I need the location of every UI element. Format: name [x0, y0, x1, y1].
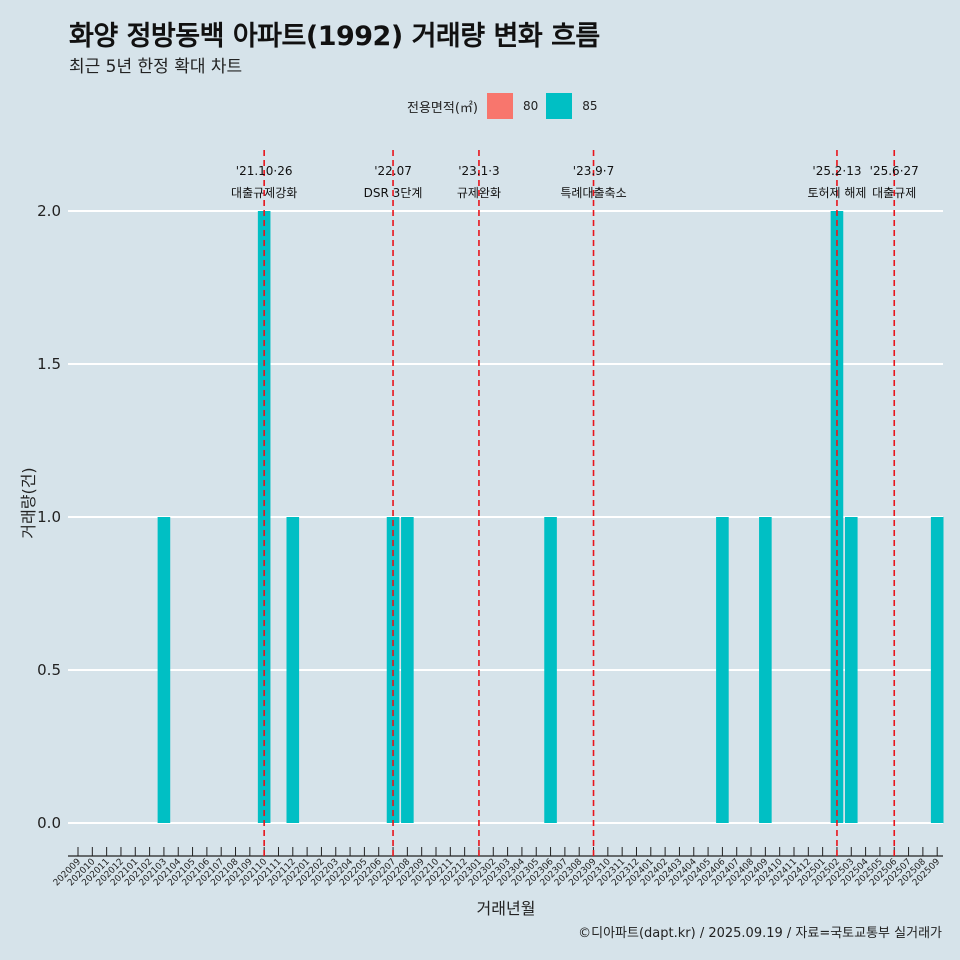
event-date: '25.2·13 [812, 164, 861, 178]
legend-item-85: 85 [546, 93, 598, 119]
event-date: '22.07 [374, 164, 412, 178]
event-label: 대출규제 [872, 186, 916, 200]
x-axis-title: 거래년월 [477, 899, 536, 918]
event-date: '25.6·27 [870, 164, 919, 178]
event-date: '23.1·3 [458, 164, 499, 178]
legend-label-80: 80 [522, 99, 539, 113]
y-tick-label: 0.5 [37, 661, 61, 679]
bar [157, 517, 171, 823]
legend-swatch-85 [546, 93, 573, 119]
legend: 전용면적(㎡) 80 85 [407, 92, 606, 120]
bar [716, 517, 729, 823]
bar [401, 517, 414, 823]
y-tick-label: 1.0 [37, 508, 61, 526]
bar [759, 517, 772, 823]
legend-title: 전용면적(㎡) [407, 100, 478, 116]
legend-label-85: 85 [582, 99, 598, 113]
bar [257, 211, 271, 823]
legend-item-80: 80 [486, 93, 539, 119]
bar [844, 517, 858, 823]
legend-swatch-80 [486, 93, 513, 119]
chart-subtitle: 최근 5년 한정 확대 차트 [69, 57, 243, 77]
chart-title: 화양 정방동백 아파트(1992) 거래량 변화 흐름 [69, 21, 600, 52]
event-date: '21.10·26 [236, 164, 293, 178]
y-tick-label: 0.0 [37, 814, 61, 832]
bar [930, 517, 944, 823]
bar [544, 517, 557, 823]
y-axis-title: 거래량(건) [19, 467, 38, 538]
bar [286, 517, 300, 823]
event-label: 대출규제강화 [231, 186, 297, 200]
y-tick-label: 1.5 [37, 355, 61, 373]
event-label: DSR 3단계 [364, 186, 423, 200]
event-label: 특례대출축소 [560, 186, 626, 200]
event-label: 규제완화 [457, 186, 501, 200]
bar [830, 211, 844, 823]
event-label: 토허제 해제 [807, 186, 866, 200]
caption: ©디아파트(dapt.kr) / 2025.09.19 / 자료=국토교통부 실… [578, 926, 942, 941]
y-tick-label: 2.0 [37, 202, 61, 220]
event-date: '23.9·7 [573, 164, 614, 178]
